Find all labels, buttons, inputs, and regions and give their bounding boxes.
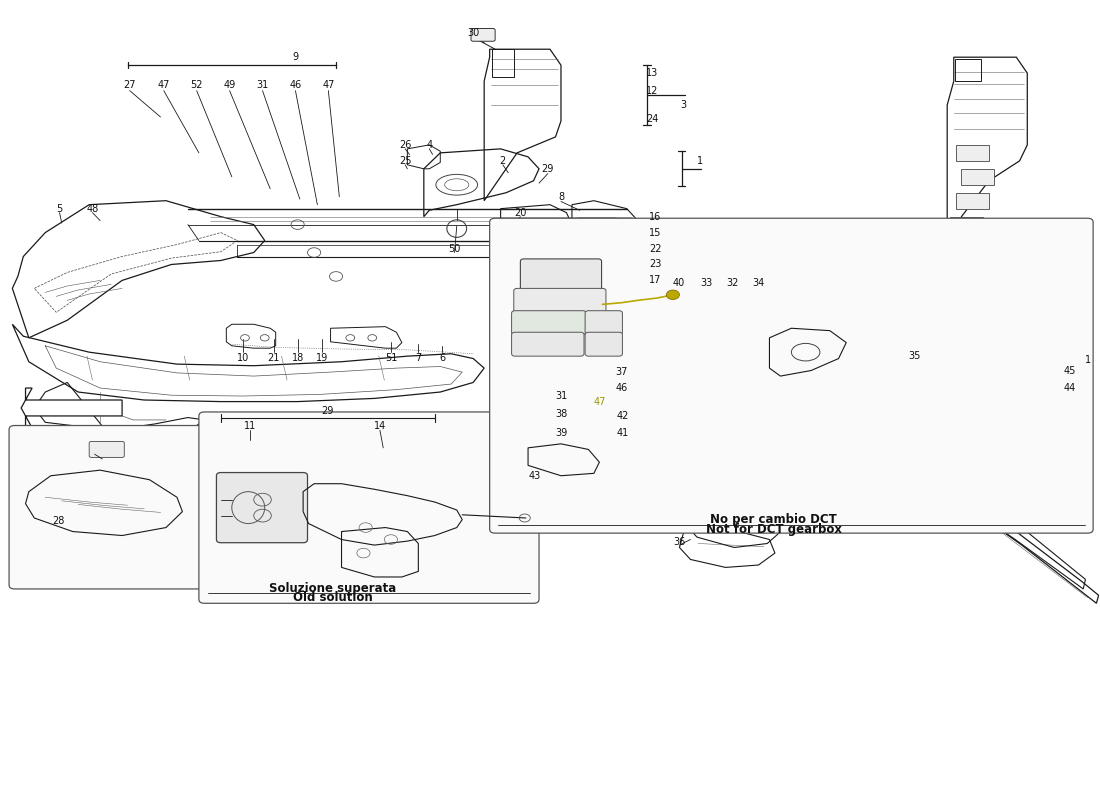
FancyBboxPatch shape xyxy=(520,259,602,290)
Text: No per cambio DCT: No per cambio DCT xyxy=(711,513,837,526)
FancyBboxPatch shape xyxy=(512,310,586,334)
Text: 42: 42 xyxy=(616,411,628,421)
Text: 37: 37 xyxy=(615,367,627,377)
Text: 15: 15 xyxy=(649,227,661,238)
Text: 14: 14 xyxy=(374,422,386,431)
Text: 50: 50 xyxy=(449,243,461,254)
FancyBboxPatch shape xyxy=(956,145,989,161)
Text: 4: 4 xyxy=(426,140,432,150)
Text: 27: 27 xyxy=(123,80,136,90)
Text: 39: 39 xyxy=(554,429,568,438)
Text: 46: 46 xyxy=(289,80,301,90)
Text: 7: 7 xyxy=(415,353,421,362)
Text: 21: 21 xyxy=(267,353,279,362)
Text: 31: 31 xyxy=(256,80,268,90)
Polygon shape xyxy=(21,388,122,428)
Text: 11: 11 xyxy=(244,422,256,431)
Text: 10: 10 xyxy=(236,353,249,362)
Text: 36: 36 xyxy=(673,537,685,547)
Text: 3: 3 xyxy=(681,100,686,110)
Text: 2: 2 xyxy=(499,156,506,166)
Text: Not for DCT gearbox: Not for DCT gearbox xyxy=(706,522,842,536)
Text: 29: 29 xyxy=(321,406,333,416)
Text: 17: 17 xyxy=(649,275,661,286)
FancyBboxPatch shape xyxy=(585,310,623,334)
Text: 29: 29 xyxy=(541,164,554,174)
Text: 19: 19 xyxy=(316,353,328,362)
Text: 1: 1 xyxy=(697,156,703,166)
Text: 51: 51 xyxy=(385,353,397,362)
FancyBboxPatch shape xyxy=(490,218,1093,533)
FancyBboxPatch shape xyxy=(961,169,994,185)
FancyBboxPatch shape xyxy=(471,29,495,42)
FancyBboxPatch shape xyxy=(585,332,623,356)
Text: 9: 9 xyxy=(293,52,298,62)
FancyBboxPatch shape xyxy=(9,426,216,589)
Text: 5: 5 xyxy=(56,204,63,214)
FancyBboxPatch shape xyxy=(950,217,983,233)
Text: 45: 45 xyxy=(1064,366,1076,375)
Text: 34: 34 xyxy=(752,278,764,288)
Text: 52: 52 xyxy=(190,80,202,90)
Text: 46: 46 xyxy=(615,383,627,393)
Text: 32: 32 xyxy=(726,278,738,288)
FancyBboxPatch shape xyxy=(199,412,539,603)
Text: Old solution: Old solution xyxy=(293,591,373,604)
Text: 16: 16 xyxy=(649,212,661,222)
FancyBboxPatch shape xyxy=(512,332,584,356)
Text: 12: 12 xyxy=(646,86,658,96)
Text: 43: 43 xyxy=(528,470,541,481)
Text: 8: 8 xyxy=(558,192,564,202)
Text: 47: 47 xyxy=(322,80,334,90)
Text: 41: 41 xyxy=(616,429,628,438)
Text: 33: 33 xyxy=(701,278,713,288)
Text: 48: 48 xyxy=(86,204,99,214)
Text: 28: 28 xyxy=(53,516,65,526)
Text: 25: 25 xyxy=(399,156,411,166)
Text: 47: 47 xyxy=(593,398,606,407)
Text: 22: 22 xyxy=(649,243,661,254)
Text: 20: 20 xyxy=(514,208,527,218)
Text: 6: 6 xyxy=(439,353,446,362)
Text: 49: 49 xyxy=(223,80,235,90)
Text: 24: 24 xyxy=(646,114,658,123)
Text: 26: 26 xyxy=(399,140,411,150)
Text: 30: 30 xyxy=(468,28,480,38)
Text: 35: 35 xyxy=(909,351,921,361)
Text: a passion for detail since 1985: a passion for detail since 1985 xyxy=(621,383,874,529)
Text: 13: 13 xyxy=(646,68,658,78)
Text: 40: 40 xyxy=(672,278,684,288)
FancyBboxPatch shape xyxy=(514,288,606,313)
Text: 38: 38 xyxy=(554,410,568,419)
FancyBboxPatch shape xyxy=(89,442,124,458)
FancyBboxPatch shape xyxy=(217,473,308,542)
Text: 31: 31 xyxy=(554,391,568,401)
Text: Soluzione superata: Soluzione superata xyxy=(270,582,396,595)
Text: 44: 44 xyxy=(1064,383,1076,393)
FancyBboxPatch shape xyxy=(956,193,989,209)
Text: 18: 18 xyxy=(292,353,304,362)
Text: 23: 23 xyxy=(649,259,661,270)
Text: 47: 47 xyxy=(157,80,170,90)
Circle shape xyxy=(667,290,680,299)
Text: 1: 1 xyxy=(1085,355,1091,365)
Text: Eurospares: Eurospares xyxy=(618,243,987,477)
